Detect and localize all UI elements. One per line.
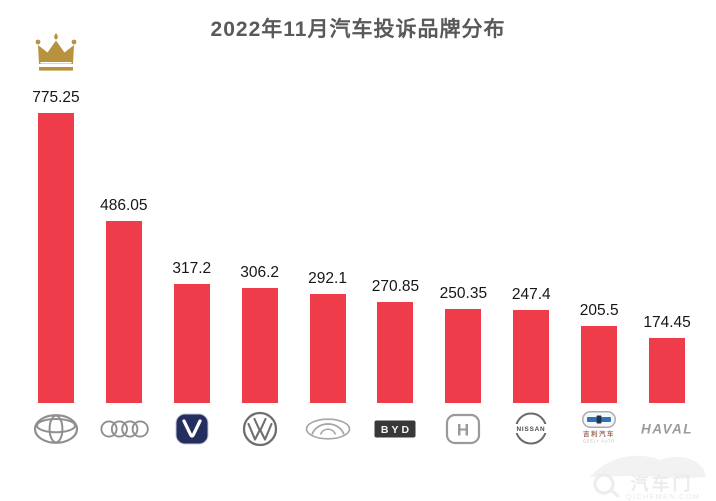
toyota-logo [33,414,79,444]
bar-column: 775.25 [22,0,90,403]
bar-value-label: 317.2 [172,259,212,277]
volkswagen-logo [242,411,277,447]
svg-text:吉利汽车: 吉利汽车 [583,429,615,438]
logo-cell [158,406,226,452]
bar-value-label: 775.25 [32,88,80,106]
svg-text:HAVAL: HAVAL [641,422,693,437]
bar-column: 292.1 [294,0,362,403]
bar-column: 205.5 [565,0,633,403]
bar [581,326,618,403]
bar-column: 270.85 [362,0,430,403]
nissan-logo: NISSAN [508,412,555,445]
bar-value-label: 292.1 [308,269,347,287]
bar-value-label: 486.05 [100,196,148,214]
logo-cell: HAVAL [633,406,701,452]
audi-logo [100,420,149,438]
svg-text:GEELY AUTO: GEELY AUTO [583,439,615,444]
logo-cell: 吉利汽车 GEELY AUTO [565,406,633,452]
logo-cell: BYD [362,406,430,452]
watermark-car-icon [590,455,706,479]
bar-value-label: 306.2 [240,263,280,281]
bar [513,310,550,403]
bar [649,338,686,403]
bar-column: 306.2 [226,0,294,403]
bar [173,284,210,403]
svg-text:BYD: BYD [381,424,412,436]
bar [105,221,142,403]
crown-icon [32,32,80,72]
svg-text:H: H [457,421,469,440]
svg-text:NISSAN: NISSAN [517,426,546,433]
bar [37,113,74,403]
logo-cell: H [429,406,497,452]
chart-title: 2022年11月汽车投诉品牌分布 [210,18,506,41]
watermark-en-text: QICHEMEN.COM [626,492,700,501]
bar [241,288,278,403]
bar-column: 486.05 [90,0,158,403]
bar-column: 317.2 [158,0,226,403]
logo-cell [294,406,362,452]
bar-value-label: 205.5 [579,301,619,319]
logo-cell [22,406,90,452]
bar [377,302,414,403]
changan-logo [175,413,209,445]
logo-cell [90,406,158,452]
watermark-cn-text: 汽车门 [631,473,694,494]
watermark-graphic: 汽车门 QICHEMEN.COM [590,455,706,501]
bar-column: 250.35 [429,0,497,403]
logo-cell: NISSAN [497,406,565,452]
watermark: 汽车门 QICHEMEN.COM [582,439,714,501]
logo-cell [226,406,294,452]
plot-area: 775.25 486.05 317.2 [22,0,701,403]
bar-value-label: 174.45 [643,313,691,331]
logos-row: BYD H NISSAN 吉利汽车 GEELY AUTO HAVAL [0,406,716,452]
honda-logo: H [446,413,481,445]
geely-logo: 吉利汽车 GEELY AUTO [582,411,617,444]
byd-logo: BYD [374,420,416,438]
bar-column: 174.45 [633,0,701,403]
bar-column: 247.4 [497,0,565,403]
bar [445,309,482,403]
watermark-magnifier-icon [593,473,615,495]
haval-logo: HAVAL [641,422,693,437]
bar-value-label: 250.35 [439,284,488,302]
chery-logo [305,418,350,440]
bar-value-label: 270.85 [371,277,420,295]
bar [309,294,346,403]
bar-value-label: 247.4 [511,285,551,303]
